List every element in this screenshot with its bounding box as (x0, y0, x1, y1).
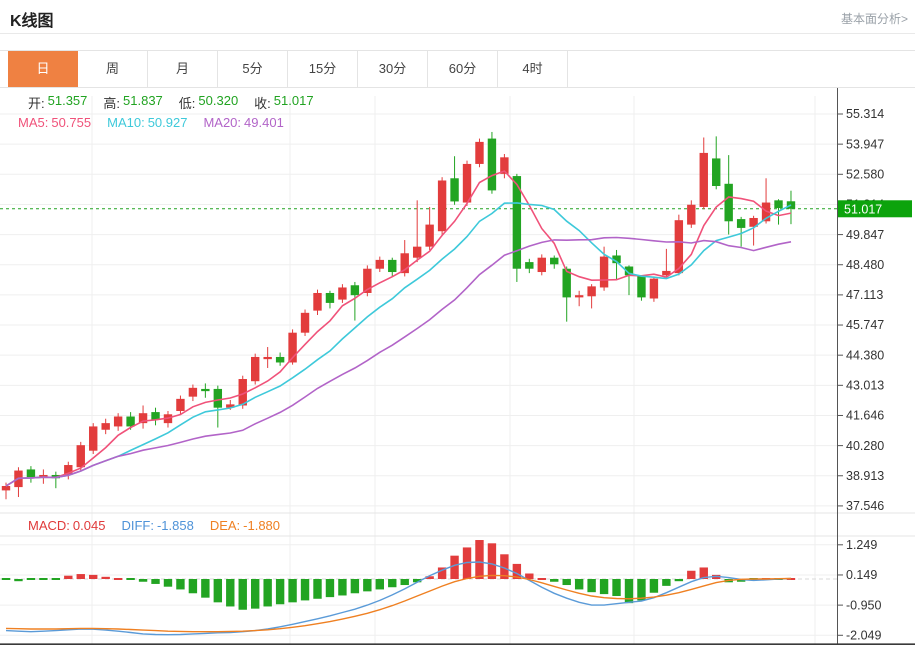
ma10-line (5, 202, 792, 487)
ma-readout: MA5: 50.755 MA10: 50.927 MA20: 49.401 (18, 115, 300, 130)
current-price-badge: 51.017 (838, 200, 912, 218)
ma5-line (5, 170, 792, 487)
title-divider (0, 33, 915, 34)
value: 0.045 (72, 518, 106, 533)
ma20-line (5, 236, 792, 487)
label: DEA: (209, 518, 241, 533)
axis-tick-label: 44.380 (846, 348, 884, 362)
axis-tick-label: -2.049 (846, 628, 881, 642)
ohlc-readout: 开: 51.357 高: 51.837 低: 50.320 收: 51.017 (28, 93, 330, 112)
label: 高: (103, 96, 121, 111)
tab-15分[interactable]: 15分 (288, 51, 358, 87)
current-price-value: 51.017 (844, 202, 882, 216)
kline-chart[interactable]: 55.31453.94752.58051.21449.84748.48047.1… (0, 88, 915, 647)
ma-lines (5, 170, 792, 487)
value: 51.357 (47, 93, 88, 108)
axis-tick-label: 47.113 (846, 288, 883, 302)
value: 50.755 (51, 115, 92, 130)
ma-item: MA10: 50.927 (107, 115, 187, 130)
value: 49.401 (244, 115, 284, 130)
tab-4时[interactable]: 4时 (498, 51, 568, 87)
value: -1.858 (156, 518, 194, 533)
axis-tick-label: 41.646 (846, 409, 884, 423)
axis-tick-label: 1.249 (846, 538, 877, 552)
value: -1.880 (243, 518, 281, 533)
ohlc-item: 高: 51.837 (103, 93, 162, 112)
diff-line (5, 561, 792, 636)
macd-lines (5, 561, 792, 636)
axis-tick-label: 38.913 (846, 469, 884, 483)
period-tabbar: 日周月 5分 15分 30分 60分 4时 (0, 50, 915, 88)
tab-月[interactable]: 月 (148, 51, 218, 87)
axis-tick-label: 0.149 (846, 568, 877, 582)
tab-30分[interactable]: 30分 (358, 51, 428, 87)
axis-tick-label: -0.950 (846, 598, 881, 612)
tab-5分[interactable]: 5分 (218, 51, 288, 87)
value: 51.017 (273, 93, 314, 108)
dea-line (5, 574, 792, 633)
axis-tick-label: 52.580 (846, 167, 884, 181)
macd-item: DEA: -1.880 (210, 518, 280, 533)
axis-tick-label: 43.013 (846, 379, 884, 393)
kline-canvas[interactable]: 55.31453.94752.58051.21449.84748.48047.1… (0, 88, 915, 647)
axis-tick-label: 48.480 (846, 258, 884, 272)
label: MA5: (18, 115, 49, 130)
tab-日[interactable]: 日 (8, 51, 78, 87)
axis-tick-label: 45.747 (846, 318, 884, 332)
ohlc-item: 开: 51.357 (28, 93, 87, 112)
value: 51.837 (123, 93, 163, 108)
label: DIFF: (121, 518, 154, 533)
axis-tick-label: 37.546 (846, 499, 884, 513)
label: MA10: (107, 115, 145, 130)
fundamental-analysis-link[interactable]: 基本面分析> (840, 12, 908, 26)
tab-周[interactable]: 周 (78, 51, 148, 87)
macd-item: DIFF: -1.858 (121, 518, 193, 533)
label: MACD: (28, 518, 70, 533)
macd-item: MACD: 0.045 (28, 518, 105, 533)
axis-tick-label: 49.847 (846, 228, 884, 242)
label: MA20: (203, 115, 242, 130)
value: 50.927 (147, 115, 188, 130)
page-title: K线图 (10, 13, 54, 30)
macd-axis: 1.249 0.149 -0.950 -2.049 (838, 538, 881, 642)
label: 收: (254, 96, 271, 111)
axis-tick-label: 53.947 (846, 137, 884, 151)
ma-item: MA5: 50.755 (18, 115, 91, 130)
ma-item: MA20: 49.401 (203, 115, 283, 130)
axis-tick-label: 55.314 (846, 107, 884, 121)
axis-tick-label: 40.280 (846, 439, 884, 453)
value: 50.320 (198, 93, 239, 108)
ohlc-item: 低: 50.320 (179, 93, 238, 112)
macd-readout: MACD: 0.045 DIFF: -1.858 DEA: -1.880 (28, 518, 296, 533)
ohlc-item: 收: 51.017 (254, 93, 313, 112)
candles (1, 131, 796, 500)
tab-60分[interactable]: 60分 (428, 51, 498, 87)
label: 低: (178, 96, 196, 111)
label: 开: (28, 96, 45, 111)
